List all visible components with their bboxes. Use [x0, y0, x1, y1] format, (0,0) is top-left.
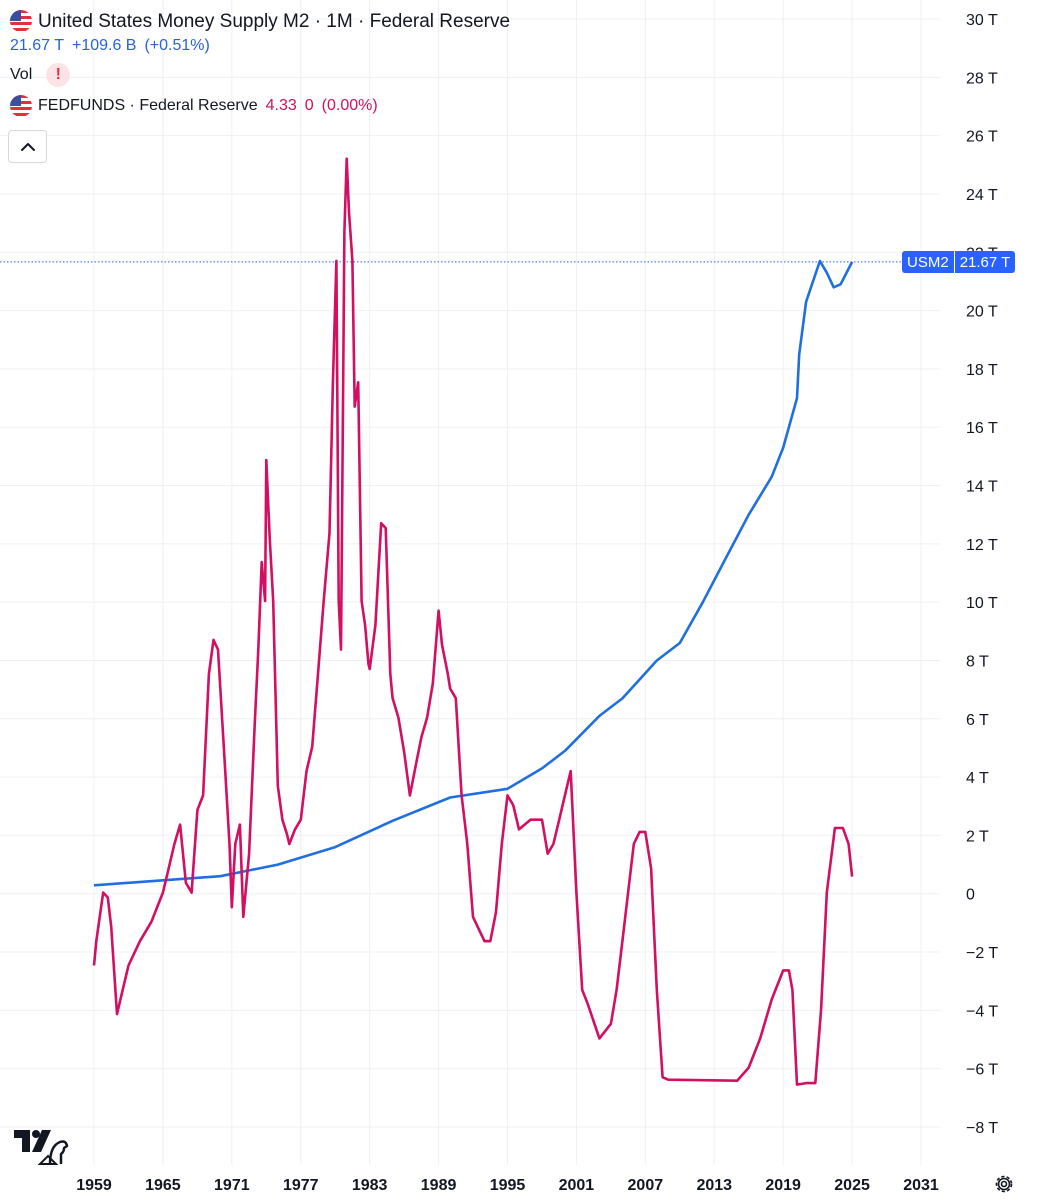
y-tick-label: −6 T	[966, 1062, 998, 1079]
y-tick-label: 20 T	[966, 304, 998, 321]
fedfunds-change-pct: (0.00%)	[321, 97, 378, 114]
m2-legend-title-row[interactable]: United States Money Supply M2 · 1M · Fed…	[10, 8, 510, 34]
m2-series-title: United States Money Supply M2 · 1M · Fed…	[38, 10, 511, 32]
x-tick-label: 2025	[834, 1177, 870, 1194]
y-tick-label: −8 T	[966, 1120, 998, 1137]
fedfunds-legend-row[interactable]: FEDFUNDS · Federal Reserve 4.33 0 (0.00%…	[10, 92, 510, 120]
fedfunds-last-value: 4.33	[265, 97, 297, 114]
chart-legend: United States Money Supply M2 · 1M · Fed…	[10, 8, 510, 120]
y-tick-label: 24 T	[966, 187, 998, 204]
x-tick-label: 1959	[76, 1177, 112, 1194]
x-tick-label: 2031	[903, 1177, 939, 1194]
y-tick-label: 12 T	[966, 537, 998, 554]
m2-change-pct: (+0.51%)	[144, 37, 210, 54]
y-tick-label: −2 T	[966, 945, 998, 962]
fedfunds-series-line	[92, 157, 854, 1086]
x-tick-label: 1995	[490, 1177, 526, 1194]
x-tick-label: 1983	[352, 1177, 388, 1194]
price-tag-symbol: USM2	[902, 251, 954, 273]
x-tick-label: 1977	[283, 1177, 319, 1194]
m2-values-row: 21.67 T +109.6 B (+0.51%)	[10, 34, 510, 58]
y-axis-labels: 30 T28 T26 T24 T22 T20 T18 T16 T14 T12 T…	[966, 12, 998, 1137]
x-tick-label: 1971	[214, 1177, 250, 1194]
warning-mark: !	[55, 66, 61, 83]
y-tick-label: 16 T	[966, 420, 998, 437]
m2-last-value: 21.67 T	[10, 37, 64, 54]
us-flag-icon	[10, 10, 32, 32]
m2-change: +109.6 B	[71, 37, 137, 54]
series-lines	[92, 157, 854, 1086]
y-tick-label: −4 T	[966, 1003, 998, 1020]
grid-lines	[0, 0, 940, 1165]
x-axis-labels: 1959 1965 1971 1977 1983 1989 1995 2001 2007 2013…	[76, 1177, 939, 1194]
y-tick-label: 30 T	[966, 12, 998, 29]
y-tick-label: 18 T	[966, 362, 998, 379]
x-tick-label: 2001	[559, 1177, 595, 1194]
fedfunds-change: 0	[304, 97, 314, 114]
collapse-legend-button[interactable]	[8, 130, 47, 163]
fedfunds-series-title: FEDFUNDS · Federal Reserve	[38, 97, 258, 114]
us-flag-icon	[10, 95, 32, 117]
y-tick-label: 14 T	[966, 479, 998, 496]
y-tick-label: 8 T	[966, 653, 989, 670]
tradingview-logo-icon[interactable]	[14, 1128, 70, 1166]
x-tick-label: 2019	[765, 1177, 801, 1194]
last-price-tag: USM2 21.67 T	[902, 251, 1016, 273]
y-tick-label: 6 T	[966, 712, 989, 729]
y-tick-label: 4 T	[966, 770, 989, 787]
x-tick-label: 1965	[145, 1177, 181, 1194]
volume-row[interactable]: Vol !	[10, 58, 510, 92]
y-tick-label: 10 T	[966, 595, 998, 612]
price-tag-value: 21.67 T	[954, 251, 1016, 273]
y-tick-label: 2 T	[966, 828, 989, 845]
y-tick-label: 0	[966, 887, 975, 904]
chevron-up-icon	[20, 142, 35, 151]
m2-series-line	[93, 259, 854, 887]
settings-gear-icon[interactable]	[992, 1172, 1016, 1196]
x-tick-label: 2007	[628, 1177, 664, 1194]
vol-label: Vol	[10, 66, 33, 83]
x-tick-label: 2013	[696, 1177, 732, 1194]
y-tick-label: 26 T	[966, 129, 998, 146]
x-tick-label: 1989	[421, 1177, 457, 1194]
y-tick-label: 28 T	[966, 70, 998, 87]
warning-icon[interactable]: !	[46, 63, 71, 87]
